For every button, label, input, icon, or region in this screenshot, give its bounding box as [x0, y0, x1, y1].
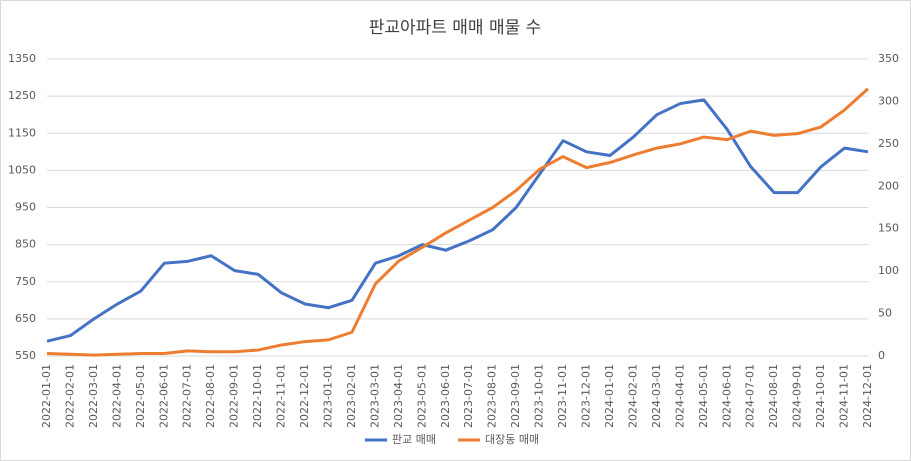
y-tick-label: 1050 [8, 163, 36, 176]
y2-tick-label: 50 [878, 307, 892, 320]
y-tick-label: 1250 [8, 89, 36, 102]
x-tick-label: 2022-09-01 [228, 364, 241, 428]
x-tick-label: 2023-11-01 [556, 364, 569, 428]
y-tick-label: 1350 [8, 52, 36, 65]
x-tick-label: 2023-05-01 [415, 364, 428, 428]
x-tick-label: 2023-10-01 [533, 364, 546, 428]
legend-label: 대장동 매매 [485, 433, 539, 446]
x-tick-label: 2024-06-01 [720, 364, 733, 428]
y-tick-label: 850 [15, 238, 36, 251]
x-tick-label: 2022-12-01 [298, 364, 311, 428]
x-tick-label: 2024-09-01 [791, 364, 804, 428]
x-tick-label: 2023-02-01 [345, 364, 358, 428]
line-series [46, 98, 869, 343]
x-tick-label: 2024-03-01 [650, 364, 663, 428]
x-tick-label: 2022-07-01 [181, 364, 194, 428]
y-tick-label: 1150 [8, 126, 36, 139]
y-tick-label: 650 [15, 312, 36, 325]
x-tick-label: 2023-09-01 [509, 364, 522, 428]
line-series [46, 87, 870, 357]
x-tick-label: 2022-06-01 [157, 364, 170, 428]
x-tick-label: 2022-01-01 [40, 364, 53, 428]
x-tick-label: 2022-11-01 [275, 364, 288, 428]
y2-tick-label: 300 [878, 94, 899, 107]
y2-tick-label: 150 [878, 222, 899, 235]
x-tick-label: 2023-06-01 [439, 364, 452, 428]
x-tick-label: 2022-02-01 [63, 364, 76, 428]
y-tick-label: 750 [15, 275, 36, 288]
x-tick-label: 2023-03-01 [368, 364, 381, 428]
x-tick-label: 2023-07-01 [462, 364, 475, 428]
y2-tick-label: 100 [878, 264, 899, 277]
legend-label: 판교 매매 [392, 433, 436, 446]
y2-tick-label: 0 [878, 349, 885, 362]
y-tick-label: 950 [15, 201, 36, 214]
x-tick-label: 2024-02-01 [626, 364, 639, 428]
x-tick-label: 2022-10-01 [251, 364, 264, 428]
chart-title: 판교아파트 매매 매물 수 [369, 18, 542, 38]
x-tick-label: 2024-04-01 [673, 364, 686, 428]
x-tick-label: 2024-07-01 [744, 364, 757, 428]
x-tick-label: 2023-12-01 [580, 364, 593, 428]
x-tick-label: 2024-11-01 [838, 364, 851, 428]
x-tick-label: 2024-01-01 [603, 364, 616, 428]
y-tick-label: 550 [15, 349, 36, 362]
x-tick-label: 2024-08-01 [767, 364, 780, 428]
x-tick-label: 2024-05-01 [697, 364, 710, 428]
x-tick-label: 2024-12-01 [861, 364, 874, 428]
x-tick-label: 2024-10-01 [814, 364, 827, 428]
x-tick-label: 2023-08-01 [486, 364, 499, 428]
y2-tick-label: 250 [878, 137, 899, 150]
x-tick-label: 2023-04-01 [392, 364, 405, 428]
x-tick-label: 2022-03-01 [87, 364, 100, 428]
y2-tick-label: 350 [878, 52, 899, 65]
x-tick-label: 2022-08-01 [204, 364, 217, 428]
x-tick-label: 2022-04-01 [110, 364, 123, 428]
x-tick-label: 2022-05-01 [134, 364, 147, 428]
y2-tick-label: 200 [878, 179, 899, 192]
x-tick-label: 2023-01-01 [321, 364, 334, 428]
